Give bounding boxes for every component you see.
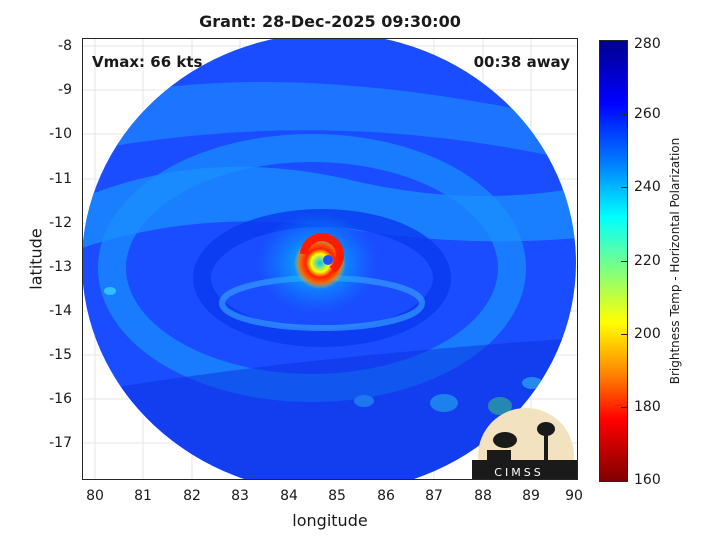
colorbar-tick-label: 280	[634, 36, 661, 52]
ytick-label: -9	[58, 82, 72, 98]
colorbar-tick	[621, 114, 627, 115]
ytick-label: -14	[49, 303, 72, 319]
xtick-label: 80	[86, 488, 104, 504]
colorbar-tick-label: 180	[634, 399, 661, 415]
colorbar-tick-label: 160	[634, 472, 661, 488]
colorbar-tick	[621, 334, 627, 335]
plot-title: Grant: 28-Dec-2025 09:30:00	[199, 12, 461, 31]
svg-text:CIMSS: CIMSS	[494, 466, 543, 479]
colorbar-tick-label: 220	[634, 253, 661, 269]
colorbar-label: Brightness Temp - Horizontal Polarizatio…	[668, 137, 682, 385]
colorbar-tick-label: 260	[634, 106, 661, 122]
xtick-label: 83	[231, 488, 249, 504]
xtick-label: 86	[377, 488, 395, 504]
brightness-temp-image: CIMSS	[82, 38, 578, 480]
xtick-label: 85	[328, 488, 346, 504]
colorbar-tick	[621, 187, 627, 188]
xtick-label: 89	[522, 488, 540, 504]
ytick-label: -8	[58, 38, 72, 54]
ytick-label: -15	[49, 347, 72, 363]
time-away-label: 00:38 away	[473, 53, 570, 71]
colorbar-tick	[621, 261, 627, 262]
ytick-label: -12	[49, 215, 72, 231]
colorbar-tick-label: 240	[634, 179, 661, 195]
cimss-logo: CIMSS	[472, 408, 578, 480]
ytick-label: -16	[49, 391, 72, 407]
ytick-label: -17	[49, 435, 72, 451]
xtick-label: 82	[183, 488, 201, 504]
vmax-label: Vmax: 66 kts	[92, 53, 203, 71]
y-axis-label: latitude	[26, 228, 46, 290]
microwave-image: CIMSS	[82, 38, 578, 480]
xtick-label: 88	[474, 488, 492, 504]
ytick-label: -11	[49, 171, 72, 187]
colorbar-tick	[621, 407, 627, 408]
xtick-label: 81	[134, 488, 152, 504]
colorbar-tick-label: 200	[634, 326, 661, 342]
x-axis-label: longitude	[292, 511, 368, 530]
xtick-label: 84	[280, 488, 298, 504]
xtick-label: 87	[425, 488, 443, 504]
xtick-label: 90	[565, 488, 583, 504]
ytick-label: -13	[49, 259, 72, 275]
ytick-label: -10	[49, 126, 72, 142]
